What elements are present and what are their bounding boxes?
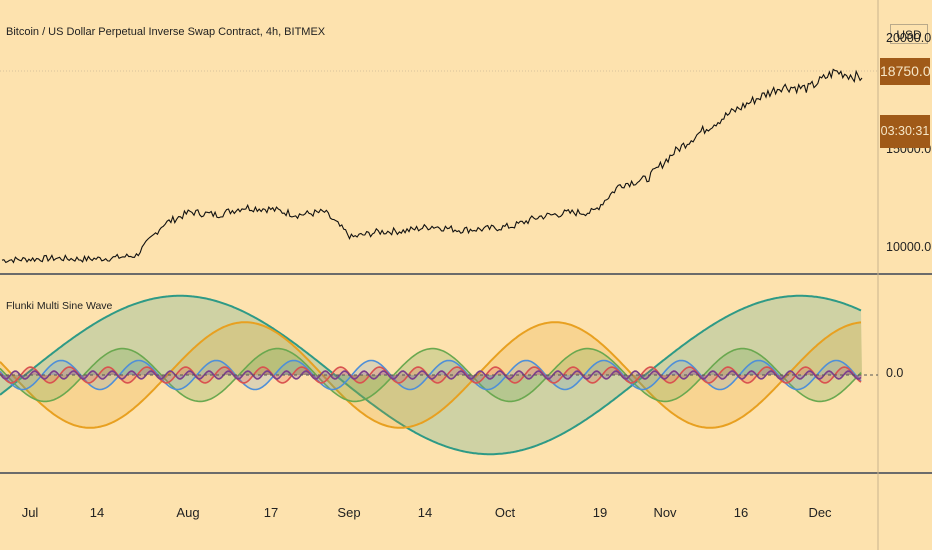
price-tick-top: 20000.0 xyxy=(886,31,932,45)
bar-countdown-label: 03:30:31 xyxy=(880,115,930,148)
time-label-16: 16 xyxy=(733,505,749,520)
sine-wave-6-line xyxy=(0,370,862,380)
current-price-label: 18750.0 xyxy=(880,58,931,85)
time-label-19: 19 xyxy=(592,505,608,520)
indicator-title[interactable]: Flunki Multi Sine Wave xyxy=(6,300,113,312)
symbol-title: Bitcoin / US Dollar Perpetual Inverse Sw… xyxy=(6,26,326,38)
sine-wave-6-fill xyxy=(0,371,862,379)
sine-wave-4-fill xyxy=(0,360,862,390)
sine-wave-1-line xyxy=(0,294,862,456)
time-label-dec: Dec xyxy=(808,505,832,520)
sine-wave-4-line xyxy=(0,359,862,391)
time-label-sep: Sep xyxy=(337,505,361,520)
time-label-14: 14 xyxy=(89,505,105,520)
time-label-jul: Jul xyxy=(21,505,39,520)
sine-wave-5-fill xyxy=(0,367,862,383)
time-label-17: 17 xyxy=(263,505,279,520)
price-tick-low: 10000.0 xyxy=(886,240,932,254)
sine-wave-1-fill xyxy=(0,295,862,455)
time-label-oct: Oct xyxy=(494,505,516,520)
currency-selector[interactable]: USD xyxy=(890,24,928,44)
indicator-zero-label: 0.0 xyxy=(886,366,904,380)
sine-wave-3-line xyxy=(0,347,862,403)
time-label-aug: Aug xyxy=(176,505,200,520)
price-line xyxy=(1,68,863,264)
time-label-nov: Nov xyxy=(653,505,677,520)
sine-wave-2-fill xyxy=(0,322,862,428)
sine-wave-2-line xyxy=(0,321,862,429)
time-label-14b: 14 xyxy=(417,505,433,520)
